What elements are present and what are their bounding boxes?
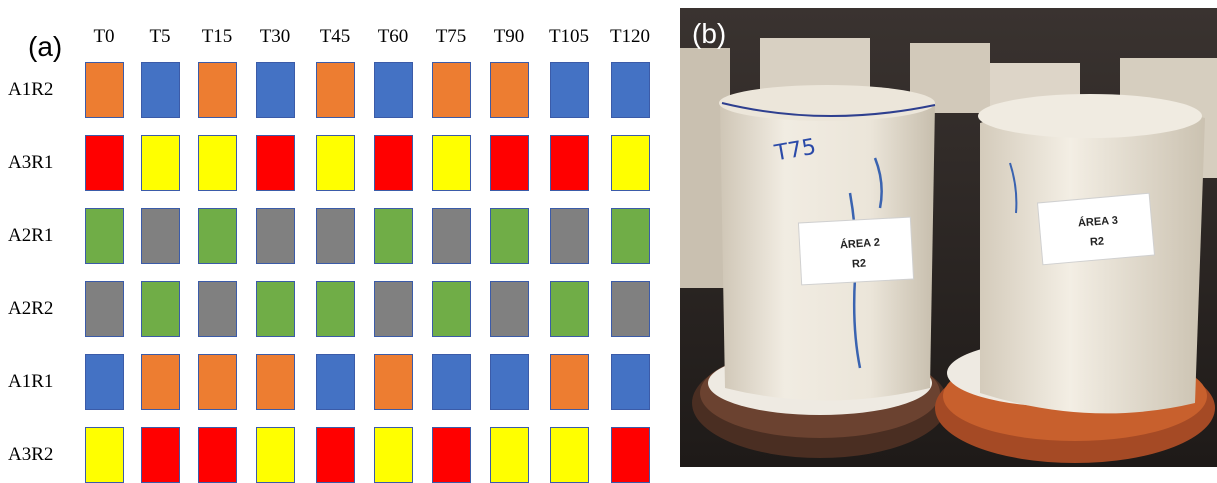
grid-cell-a1r1-t45 <box>315 354 355 410</box>
grid-cell-a1r1-t90 <box>489 354 529 410</box>
grid-cell-a3r1-t45 <box>315 135 355 191</box>
grid-cell-a3r2-t15 <box>197 427 237 483</box>
grid-cell-a2r1-t5 <box>140 208 180 264</box>
grid-cell-a1r2-t60 <box>373 62 413 118</box>
grid-cell-a3r1-t105 <box>549 135 589 191</box>
column-header-t60: T60 <box>377 26 409 47</box>
column-header-t0: T0 <box>93 26 115 47</box>
grid-cell-a3r2-t45 <box>315 427 355 483</box>
column-header-t30: T30 <box>259 26 291 47</box>
grid-cell-a1r2-t5 <box>140 62 180 118</box>
grid-cell-a1r2-t105 <box>549 62 589 118</box>
grid-cell-a1r1-t0 <box>84 354 124 410</box>
grid-cell-a2r2-t15 <box>197 281 237 337</box>
grid-cell-a2r1-t45 <box>315 208 355 264</box>
row-label-a3r2: A3R2 <box>8 444 54 465</box>
grid-cell-a2r2-t120 <box>610 281 650 337</box>
grid-cell-a3r1-t0 <box>84 135 124 191</box>
grid-cell-a2r1-t90 <box>489 208 529 264</box>
column-header-t105: T105 <box>548 26 590 47</box>
column-header-t5: T5 <box>149 26 171 47</box>
panel-a-color-grid: (a) T0 T5 T15 T30 T45 T60 T75 T90 T105 T120 A1R2 A… <box>8 26 651 483</box>
grid-cell-a3r2-t0 <box>84 427 124 483</box>
grid-cell-a1r1-t60 <box>373 354 413 410</box>
column-header-t45: T45 <box>319 26 351 47</box>
grid-cell-a2r2-t30 <box>255 281 295 337</box>
grid-cell-a3r2-t60 <box>373 427 413 483</box>
grid-cell-a3r2-t90 <box>489 427 529 483</box>
column-header-t15: T15 <box>201 26 233 47</box>
column-header-t90: T90 <box>493 26 525 47</box>
grid-cell-a3r2-t75 <box>431 427 471 483</box>
tag-left-line2: R2 <box>851 257 867 271</box>
column-header-t75: T75 <box>435 26 467 47</box>
grid-cell-a1r1-t30 <box>255 354 295 410</box>
panel-b-label: (b) <box>692 18 727 49</box>
photo-illustration: T75 <box>680 8 1217 467</box>
grid-cell-a2r1-t0 <box>84 208 124 264</box>
grid-cell-a3r2-t5 <box>140 427 180 483</box>
grid-cell-a3r2-t30 <box>255 427 295 483</box>
grid-cell-a2r2-t60 <box>373 281 413 337</box>
grid-cell-a2r1-t60 <box>373 208 413 264</box>
grid-cell-a1r2-t0 <box>84 62 124 118</box>
grid-cell-a2r1-t30 <box>255 208 295 264</box>
grid-cell-a2r2-t5 <box>140 281 180 337</box>
panel-b-photo: T75 (b) ÁREA 2 R2 ÁREA 3 R2 <box>680 8 1217 467</box>
grid-cell-a1r2-t45 <box>315 62 355 118</box>
grid-cell-a3r1-t120 <box>610 135 650 191</box>
grid-cell-a1r1-t5 <box>140 354 180 410</box>
panel-a-label: (a) <box>28 31 63 62</box>
row-label-a1r2: A1R2 <box>8 79 54 100</box>
grid-cell-a2r2-t45 <box>315 281 355 337</box>
grid-cell-a2r1-t105 <box>549 208 589 264</box>
grid-cell-a2r2-t0 <box>84 281 124 337</box>
tag-right-line2: R2 <box>1089 235 1105 249</box>
grid-cell-a1r2-t75 <box>431 62 471 118</box>
grid-cell-a1r2-t30 <box>255 62 295 118</box>
grid-cell-a1r1-t105 <box>549 354 589 410</box>
grid-cell-a3r1-t30 <box>255 135 295 191</box>
column-header-t120: T120 <box>609 26 651 47</box>
grid-cell-a2r2-t90 <box>489 281 529 337</box>
grid-cell-a3r1-t75 <box>431 135 471 191</box>
grid-cell-a1r1-t75 <box>431 354 471 410</box>
row-label-a1r1: A1R1 <box>8 371 54 392</box>
grid-cell-a1r1-t120 <box>610 354 650 410</box>
row-label-a3r1: A3R1 <box>8 152 54 173</box>
grid-cell-a1r1-t15 <box>197 354 237 410</box>
grid-cell-a3r1-t5 <box>140 135 180 191</box>
grid-cell-a1r2-t90 <box>489 62 529 118</box>
row-label-a2r1: A2R1 <box>8 225 54 246</box>
grid-cell-a3r1-t60 <box>373 135 413 191</box>
grid-cell-a1r2-t15 <box>197 62 237 118</box>
grid-cell-a3r1-t90 <box>489 135 529 191</box>
grid-cell-a2r2-t105 <box>549 281 589 337</box>
grid-cell-a2r1-t120 <box>610 208 650 264</box>
grid-cell-a3r1-t15 <box>197 135 237 191</box>
grid-cell-a3r2-t105 <box>549 427 589 483</box>
grid-cell-a2r1-t15 <box>197 208 237 264</box>
grid-cell-a1r2-t120 <box>610 62 650 118</box>
grid-cell-a2r1-t75 <box>431 208 471 264</box>
row-label-a2r2: A2R2 <box>8 298 54 319</box>
grid-cell-a3r2-t120 <box>610 427 650 483</box>
grid-cell-a2r2-t75 <box>431 281 471 337</box>
